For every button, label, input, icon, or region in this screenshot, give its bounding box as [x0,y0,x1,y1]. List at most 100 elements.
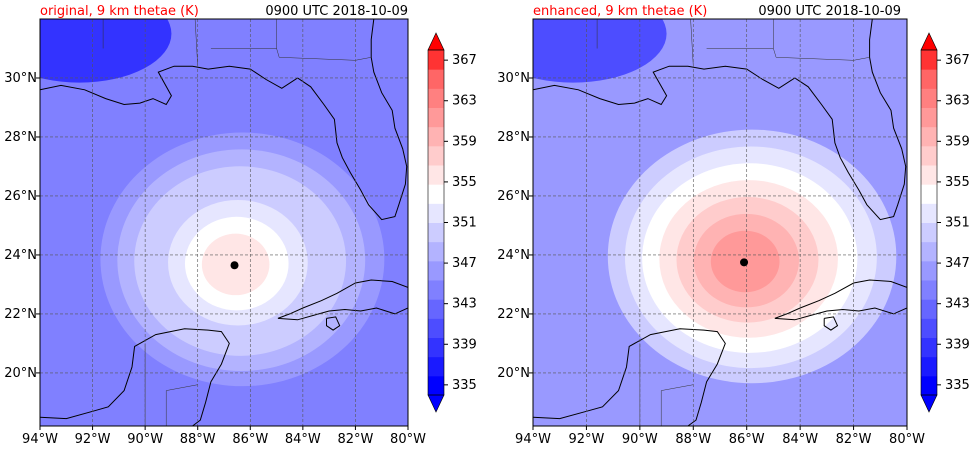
y-tick-label: 22°N [4,307,37,322]
x-tick-label: 90°W [622,432,658,447]
x-tick-label: 88°W [675,432,711,447]
x-tick-label: 94°W [515,432,551,447]
colorbar-segment [921,203,937,223]
colorbar-segment [921,375,937,396]
y-tick-label: 30°N [497,71,530,86]
colorbar-extend-min [920,394,938,413]
x-tick-label: 86°W [232,432,268,447]
colorbar-segment [921,299,937,319]
y-axis-enhanced: 20°N 22°N 24°N 26°N 28°N 30°N [497,71,533,381]
x-axis-original: 94°W 92°W 90°W 88°W 86°W 84°W 82°W 80°W [22,426,426,447]
coastline-cuba [774,279,907,321]
colorbar-extend-max [920,32,938,51]
colorbar-segment [921,260,937,281]
panel-enhanced: 94°W 92°W 90°W 88°W 86°W 84°W 82°W 80°W 20°N 22°… [497,4,970,447]
x-tick-label: 90°W [127,432,163,447]
x-tick-label: 80°W [390,432,426,447]
colorbar-tick-label: 359 [945,134,970,149]
colorbar-tick-label: 367 [945,53,970,68]
colorbar-segment [428,356,444,377]
political-border [661,384,694,391]
y-axis-original: 20°N 22°N 24°N 26°N 28°N 30°N [4,71,40,381]
storm-center-dot [230,261,239,270]
colorbar-segment [428,50,444,70]
colorbar-segment [921,69,937,89]
colorbar-tick-label: 343 [945,297,970,312]
political-border [773,48,870,61]
colorbar-segment [921,222,937,243]
colorbar-tick-label: 351 [945,216,970,231]
political-border [166,384,198,391]
y-tick-label: 26°N [497,189,530,204]
title-left-original: original, 9 km thetae (K) [40,4,199,19]
colorbar-segment [921,280,937,300]
colorbar-segment [428,88,444,108]
colorbar-enhanced: 335 339 343 347 351 355 359 363 367 [920,32,970,413]
y-tick-label: 24°N [497,248,530,263]
x-tick-label: 80°W [889,432,925,447]
coastline-enhanced [533,19,907,426]
thetae-field-original [40,19,408,426]
colorbar-segment [921,165,937,185]
colorbar-tick-label: 343 [452,297,477,312]
colorbar-segment [428,145,444,166]
x-tick-label: 92°W [75,432,111,447]
colorbar-segment [921,356,937,377]
colorbar-extend-min [427,394,445,413]
field-cool-region [533,19,667,83]
colorbar-segment [921,184,937,204]
coastline-isla-juventud [823,316,839,331]
colorbar-tick-label: 363 [945,94,970,109]
colorbar-tick-label: 347 [945,256,970,271]
colorbar-segment [921,88,937,108]
y-tick-label: 28°N [4,130,37,145]
colorbar-segment [921,241,937,262]
colorbar-segment [921,107,937,128]
colorbar-tick-label: 355 [452,175,477,190]
y-tick-label: 30°N [4,71,37,86]
x-tick-label: 86°W [729,432,765,447]
x-tick-label: 94°W [22,432,58,447]
storm-center-enhanced [740,258,749,267]
colorbar-tick-label: 347 [452,256,477,271]
colorbar-tick-label: 367 [452,53,477,68]
colorbar-segment [428,165,444,185]
x-tick-label: 84°W [285,432,321,447]
x-tick-label: 88°W [180,432,216,447]
x-tick-label: 84°W [782,432,818,447]
colorbar-segment [428,337,444,358]
colorbar-segment [428,280,444,300]
colorbar-segment [921,126,937,147]
gridlines-enhanced [533,19,907,426]
storm-center-original [230,261,239,270]
colorbar-segment [921,318,937,338]
y-tick-label: 28°N [497,130,530,145]
colorbar-tick-label: 359 [452,134,477,149]
colorbar-tick-label: 339 [452,337,477,352]
x-tick-label: 82°W [337,432,373,447]
political-border [690,19,694,67]
colorbar-segment [428,375,444,396]
colorbar-tick-label: 355 [945,175,970,190]
title-right-original: 0900 UTC 2018-10-09 [265,4,408,19]
colorbar-tick-label: 335 [452,378,477,393]
y-tick-label: 26°N [4,189,37,204]
title-right-enhanced: 0900 UTC 2018-10-09 [758,4,901,19]
map-frame-original [39,18,409,427]
y-tick-label: 24°N [4,248,37,263]
gridlines-original [40,19,408,426]
x-tick-label: 82°W [836,432,872,447]
colorbar-extend-max [427,32,445,51]
colorbar-segment [921,145,937,166]
coastline-gulf [40,19,408,221]
y-tick-label: 20°N [497,366,530,381]
colorbar-segment [428,241,444,262]
coastline-gulf [533,19,907,221]
coastline-original [40,19,408,426]
map-frame-enhanced [532,18,908,427]
colorbar-segment [921,337,937,358]
colorbar-segment [428,260,444,281]
colorbar-tick-label: 339 [945,337,970,352]
x-tick-label: 92°W [568,432,604,447]
